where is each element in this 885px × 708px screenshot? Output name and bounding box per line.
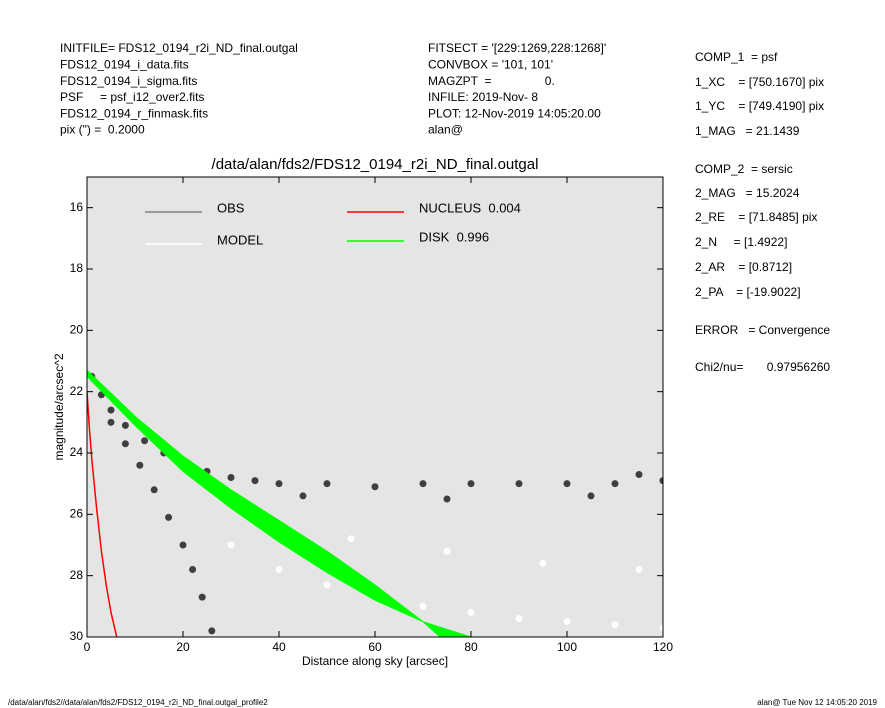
data-point bbox=[347, 535, 355, 543]
data-point bbox=[227, 474, 235, 482]
data-point bbox=[419, 602, 427, 610]
header-mid-line: CONVBOX = '101, 101' bbox=[428, 57, 553, 71]
header-left-line: pix (") = 0.2000 bbox=[60, 123, 145, 137]
y-tick-label: 20 bbox=[70, 323, 84, 337]
data-point bbox=[659, 477, 663, 485]
data-point bbox=[179, 541, 187, 549]
data-point bbox=[611, 621, 619, 629]
fit-parameter: 1_XC = [750.1670] pix bbox=[695, 75, 824, 89]
fit-parameter: 2_MAG = 15.2024 bbox=[695, 186, 800, 200]
y-tick-label: 26 bbox=[70, 507, 84, 521]
x-tick-label: 120 bbox=[653, 640, 673, 654]
plot-area bbox=[87, 177, 663, 637]
y-tick-label: 22 bbox=[70, 384, 84, 398]
y-tick-label: 18 bbox=[70, 261, 84, 275]
data-point bbox=[107, 406, 115, 414]
x-tick-label: 20 bbox=[176, 640, 190, 654]
y-tick-label: 24 bbox=[70, 445, 84, 459]
x-tick-label: 40 bbox=[272, 640, 286, 654]
data-point bbox=[515, 615, 523, 623]
legend-label: OBS bbox=[217, 200, 245, 215]
y-tick-label: 28 bbox=[70, 568, 84, 582]
y-tick-label: 30 bbox=[70, 629, 84, 643]
header-mid-line: PLOT: 12-Nov-2019 14:05:20.00 bbox=[428, 106, 601, 120]
data-point bbox=[189, 566, 197, 574]
header-left-line: FDS12_0194_r_finmask.fits bbox=[60, 106, 208, 120]
fit-parameter: COMP_1 = psf bbox=[695, 50, 778, 64]
legend-label: NUCLEUS 0.004 bbox=[419, 200, 521, 215]
legend-label: MODEL bbox=[217, 232, 263, 247]
data-point bbox=[275, 566, 283, 574]
data-point bbox=[141, 437, 149, 445]
x-tick-label: 80 bbox=[464, 640, 478, 654]
data-point bbox=[121, 440, 129, 448]
data-point bbox=[275, 480, 283, 488]
data-point bbox=[659, 624, 663, 632]
data-point bbox=[563, 480, 571, 488]
header-left-line: INITFILE= FDS12_0194_r2i_ND_final.outgal bbox=[60, 41, 298, 55]
header-mid-line: FITSECT = '[229:1269,228:1268]' bbox=[428, 41, 606, 55]
header-left-line: FDS12_0194_i_data.fits bbox=[60, 57, 189, 71]
header-mid-line: alan@ bbox=[428, 123, 463, 137]
data-point bbox=[371, 483, 379, 491]
x-tick-label: 60 bbox=[368, 640, 382, 654]
fit-parameter: 2_AR = [0.8712] bbox=[695, 260, 792, 274]
data-point bbox=[150, 486, 158, 494]
data-point bbox=[198, 593, 206, 601]
fit-parameter: 2_N = [1.4922] bbox=[695, 235, 787, 249]
y-tick-label: 16 bbox=[70, 200, 84, 214]
data-point bbox=[208, 627, 216, 635]
data-point bbox=[323, 480, 331, 488]
y-axis-label: magnitude/arcsec^2 bbox=[52, 353, 66, 460]
footer-right: alan@ Tue Nov 12 14:05:20 2019 bbox=[757, 698, 877, 707]
x-tick-label: 0 bbox=[84, 640, 91, 654]
fit-parameter: ERROR = Convergence bbox=[695, 323, 830, 337]
data-point bbox=[611, 480, 619, 488]
fit-parameter: 2_RE = [71.8485] pix bbox=[695, 210, 817, 224]
data-point bbox=[635, 566, 643, 574]
x-tick-label: 100 bbox=[557, 640, 577, 654]
data-point bbox=[467, 480, 475, 488]
data-point bbox=[443, 547, 451, 555]
disk-band bbox=[87, 369, 472, 637]
data-point bbox=[107, 418, 115, 426]
data-point bbox=[539, 559, 547, 567]
data-point bbox=[323, 581, 331, 589]
data-point bbox=[515, 480, 523, 488]
fit-parameter: 2_PA = [-19.9022] bbox=[695, 285, 801, 299]
data-point bbox=[299, 492, 307, 500]
header-mid-line: MAGZPT = 0. bbox=[428, 74, 555, 88]
data-point bbox=[227, 541, 235, 549]
x-axis-label: Distance along sky [arcsec] bbox=[302, 654, 448, 668]
data-point bbox=[587, 492, 595, 500]
data-point bbox=[419, 480, 427, 488]
fit-parameter: Chi2/nu= 0.97956260 bbox=[695, 360, 830, 374]
data-point bbox=[165, 513, 173, 521]
footer-left: /data/alan/fds2//data/alan/fds2/FDS12_01… bbox=[8, 698, 268, 707]
fit-parameter: 1_YC = [749.4190] pix bbox=[695, 99, 824, 113]
legend-label: DISK 0.996 bbox=[419, 229, 489, 244]
plot-content bbox=[87, 369, 663, 637]
chart-title: /data/alan/fds2/FDS12_0194_r2i_ND_final.… bbox=[212, 156, 539, 173]
data-point bbox=[443, 495, 451, 503]
header-left-line: FDS12_0194_i_sigma.fits bbox=[60, 74, 197, 88]
data-point bbox=[136, 461, 144, 469]
fit-parameter: 1_MAG = 21.1439 bbox=[695, 124, 800, 138]
header-left-line: PSF = psf_i12_over2.fits bbox=[60, 90, 204, 104]
header-mid-line: INFILE: 2019-Nov- 8 bbox=[428, 90, 538, 104]
data-point bbox=[251, 477, 259, 485]
data-point bbox=[635, 470, 643, 478]
fit-parameter: COMP_2 = sersic bbox=[695, 162, 793, 176]
data-point bbox=[467, 608, 475, 616]
data-point bbox=[121, 421, 129, 429]
data-point bbox=[563, 618, 571, 626]
nucleus-line bbox=[87, 391, 118, 637]
